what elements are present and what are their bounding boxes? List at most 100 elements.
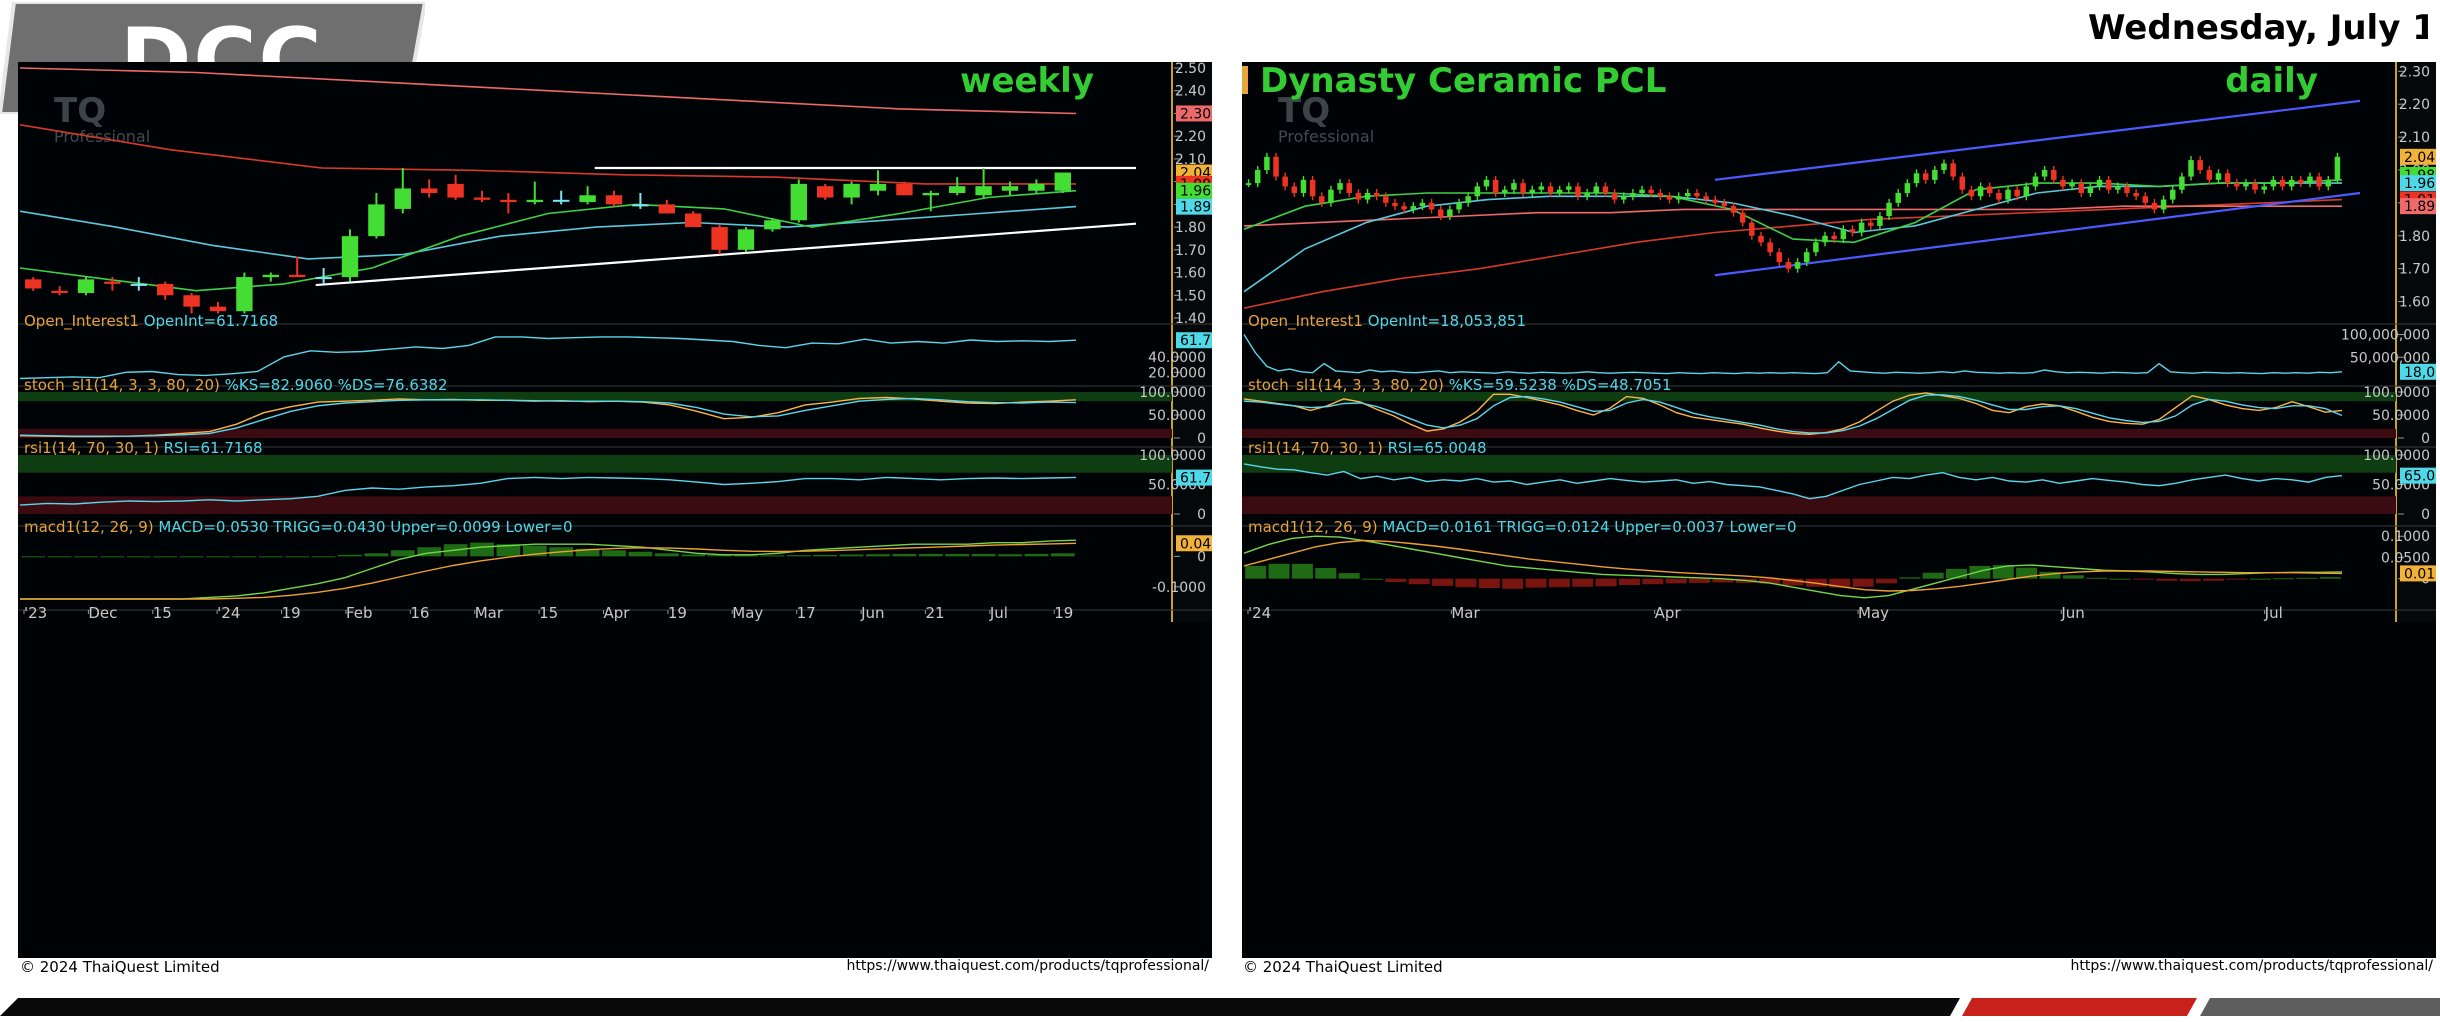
- rsi-tag-bg: [1176, 469, 1212, 486]
- price-tag-bg: [1176, 198, 1212, 215]
- candle-body: [341, 236, 359, 278]
- candle-body: [394, 188, 411, 209]
- candle-body: [1282, 176, 1288, 187]
- macd-histogram-bar: [1782, 578, 1804, 586]
- macd-histogram-bar: [470, 542, 494, 557]
- x-tick-label: 15: [539, 604, 558, 622]
- x-tick-label: 15: [153, 604, 172, 622]
- macd-histogram-bar: [1946, 568, 1968, 579]
- candle-body: [209, 306, 227, 312]
- candle-body: [1767, 242, 1773, 253]
- candle-body: [1959, 176, 1966, 190]
- url-right[interactable]: https://www.thaiquest.com/products/tqpro…: [2070, 958, 2433, 974]
- title-marker: [1242, 66, 1248, 94]
- candle-body: [1803, 252, 1810, 263]
- macd-histogram-bar: [338, 554, 362, 557]
- candle-body: [1401, 206, 1407, 210]
- candle-body: [2151, 202, 2158, 210]
- candle-body: [1291, 186, 1298, 193]
- macd-histogram-bar: [2319, 577, 2341, 579]
- rsi-oversold-zone: [18, 496, 1172, 514]
- candle-body: [1840, 229, 1847, 240]
- stoch-value: %KS=82.9060 %DS=76.6382: [225, 376, 448, 394]
- rsi-value: RSI=61.7168: [164, 439, 263, 457]
- price-tag: 2.04: [2404, 150, 2435, 166]
- stoch-line: [1243, 392, 2343, 436]
- candle-body: [1410, 206, 1417, 210]
- candle-body: [157, 283, 174, 296]
- candle-body: [553, 199, 570, 202]
- price-axis-tick-label: 1.60: [1175, 266, 1206, 282]
- macd-histogram-bar: [1478, 578, 1500, 588]
- rsi-axis-tick-label: 0: [1197, 507, 1206, 523]
- candle-body: [1913, 173, 1920, 184]
- candle-body: [1300, 179, 1307, 193]
- macd-histogram-bar: [1548, 578, 1570, 588]
- candle-body: [1675, 196, 1682, 200]
- rsi-name: rsi1(14, 70, 30, 1): [1248, 439, 1388, 457]
- price-axis-tick-label: 2.20: [2399, 97, 2430, 113]
- macd-histogram-bar: [1525, 578, 1547, 588]
- macd-histogram-bar: [1315, 568, 1337, 579]
- trendline: [315, 222, 1137, 287]
- candle-body: [1932, 169, 1938, 180]
- candle-body: [1584, 193, 1590, 197]
- x-tick-label: Jun: [860, 604, 884, 622]
- price-tag-bg: [2400, 175, 2436, 192]
- macd-histogram-bar: [998, 554, 1022, 557]
- url-left[interactable]: https://www.thaiquest.com/products/tqpro…: [846, 958, 1209, 974]
- daily-chart-panel: TQ Professional daily Dynasty Ceramic PCL 2.…: [1242, 62, 2436, 958]
- macd-histogram-bar: [1875, 578, 1897, 584]
- candle-body: [2188, 160, 2194, 177]
- price-axis-tick-label: 1.50: [1175, 288, 1206, 304]
- candle-body: [1831, 235, 1837, 240]
- stoch-label: stoch_sl1(14, 3, 3, 80, 20) %KS=82.9060 …: [24, 376, 448, 395]
- candle-body: [685, 213, 702, 228]
- macd-histogram-bar: [1050, 553, 1075, 557]
- macd-histogram-bar: [971, 553, 996, 557]
- candle-body: [183, 295, 200, 307]
- oi-name: Open_Interest1: [24, 312, 144, 331]
- macd-histogram-bar: [681, 554, 706, 557]
- price-tag: 1.89: [2404, 199, 2435, 215]
- macd-histogram-bar: [839, 554, 864, 557]
- macd-histogram-bar: [2179, 578, 2201, 582]
- candle-body: [2334, 156, 2341, 180]
- price-axis-tick-label: 1.40: [1175, 311, 1206, 327]
- macd-histogram-bar: [1829, 578, 1851, 588]
- macd-histogram-bar: [1291, 563, 1313, 579]
- macd-histogram-bar: [945, 553, 970, 557]
- moving-average-line: [1243, 198, 2343, 309]
- macd-histogram-bar: [1922, 572, 1944, 579]
- candle-body: [1822, 235, 1828, 243]
- oi-value: OpenInt=61.7168: [144, 312, 278, 330]
- macd-histogram-bar: [522, 545, 547, 557]
- price-axis-tick-label: 2.30: [2399, 64, 2430, 80]
- rsi-name: rsi1(14, 70, 30, 1): [24, 439, 164, 457]
- candle-body: [605, 195, 623, 205]
- macd-histogram-bar: [390, 550, 415, 557]
- macd-histogram-bar: [1642, 578, 1664, 585]
- candle-body: [1849, 229, 1856, 233]
- candle-body: [1483, 179, 1490, 187]
- candle-body: [2288, 179, 2295, 187]
- candle-body: [658, 204, 675, 214]
- candle-body: [2105, 179, 2112, 190]
- candle-body: [1474, 186, 1481, 197]
- candle-body: [2160, 199, 2167, 210]
- candle-body: [2316, 176, 2322, 187]
- candle-body: [1749, 222, 1755, 236]
- candle-body: [1511, 183, 1517, 190]
- candle-body: [526, 199, 543, 203]
- candle-body: [1254, 169, 1261, 184]
- candle-body: [1392, 202, 1398, 207]
- rsi-axis-tick-label: 100.0000: [1139, 448, 1206, 464]
- oi-axis-tick-label: 50,000,000: [2350, 350, 2430, 366]
- candle-body: [1264, 156, 1270, 170]
- price-tag: 1.96: [2404, 176, 2435, 192]
- macd-histogram-bar: [2202, 578, 2225, 581]
- oi-line: [19, 336, 1077, 380]
- candle-body: [1886, 202, 1892, 217]
